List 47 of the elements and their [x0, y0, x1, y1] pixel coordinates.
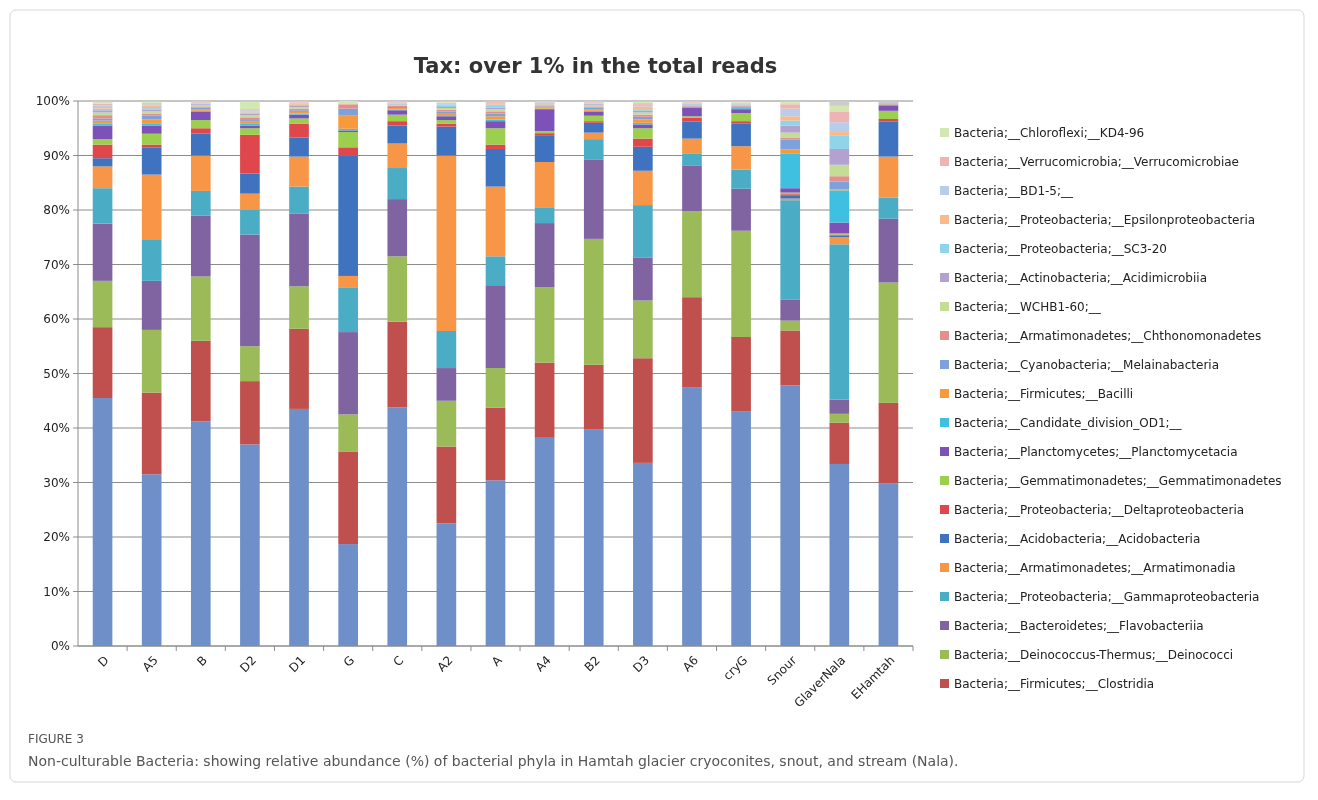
legend-label: Bacteria;__Proteobacteria;__Epsilonproteobacteria	[954, 212, 1256, 227]
y-tick-label: 90%	[43, 148, 70, 163]
legend-label: Bacteria;__Firmicutes;__Clostridia	[954, 676, 1155, 691]
x-tick-label: A4	[532, 653, 554, 675]
x-tick-label: D3	[630, 653, 652, 676]
caption: FIGURE 3	[28, 732, 84, 746]
legend-label: Bacteria;__Planctomycetes;__Planctomycetacia	[954, 444, 1238, 459]
x-tick-label: D	[95, 653, 112, 670]
legend-label: Bacteria;__Deinococcus-Thermus;__Deinococci	[954, 647, 1234, 662]
chart-title: Tax: over 1% in the total reads	[413, 54, 778, 78]
legend-label: Bacteria;__Armatimonadetes;__Chthonomonadetes	[954, 328, 1262, 343]
y-tick-label: 0%	[50, 639, 70, 654]
legend-label: Bacteria;__Gemmatimonadetes;__Gemmatimonadetes	[954, 473, 1282, 488]
x-tick-label: A2	[434, 653, 456, 675]
x-tick-label: A6	[679, 653, 702, 675]
x-tick-label: B	[194, 653, 210, 669]
legend-label: Bacteria;__Proteobacteria;__SC3-20	[954, 241, 1167, 256]
x-tick-label: D1	[286, 653, 309, 676]
y-tick-label: 80%	[43, 203, 70, 218]
text: Non-culturable Bacteria: showing relative abundance (%) of bacterial phyla in Hamtah glacier cryoconites, snout, and stream (Nala).	[28, 753, 959, 769]
y-tick-label: 10%	[43, 584, 70, 599]
y-tick-label: 40%	[43, 421, 70, 436]
y-tick-label: 30%	[43, 475, 70, 490]
legend-label: Bacteria;__Candidate_division_OD1;__	[954, 415, 1183, 430]
y-tick-label: 70%	[43, 257, 70, 272]
y-tick-label: 50%	[43, 366, 70, 381]
x-tick-label: D2	[237, 653, 259, 676]
legend-label: Bacteria;__WCHB1-60;__	[954, 299, 1102, 314]
legend-label: Bacteria;__Firmicutes;__Bacilli	[954, 386, 1134, 401]
x-tick-label: C	[390, 653, 407, 670]
y-tick-label: 100%	[35, 94, 70, 109]
legend-label: Bacteria;__Cyanobacteria;__Melainabacteria	[954, 357, 1220, 372]
legend-label: Bacteria;__Proteobacteria;__Deltaproteobacteria	[954, 502, 1245, 517]
x-tick-label: G	[340, 653, 358, 670]
legend-label: Bacteria;__Bacteroidetes;__Flavobacteriia	[954, 618, 1204, 633]
legend-label: Bacteria;__BD1-5;__	[954, 183, 1075, 198]
x-tick-label: A	[488, 652, 506, 669]
legend-label: Bacteria;__Proteobacteria;__Gammaproteobacteria	[954, 589, 1260, 604]
legend-label: Bacteria;__Verrucomicrobia;__Verrucomicrobiae	[954, 154, 1239, 169]
y-tick-label: 60%	[43, 312, 70, 327]
x-tick-label: A5	[139, 653, 161, 675]
y-tick-label: 20%	[43, 530, 70, 545]
legend-label: Bacteria;__Acidobacteria;__Acidobacteria	[954, 531, 1201, 546]
legend-label: Bacteria;__Armatimonadetes;__Armatimonadia	[954, 560, 1236, 575]
x-tick-label: B2	[581, 653, 603, 675]
legend-label: Bacteria;__Chloroflexi;__KD4-96	[954, 125, 1145, 140]
legend-label: Bacteria;__Actinobacteria;__Acidimicrobiia	[954, 270, 1207, 285]
